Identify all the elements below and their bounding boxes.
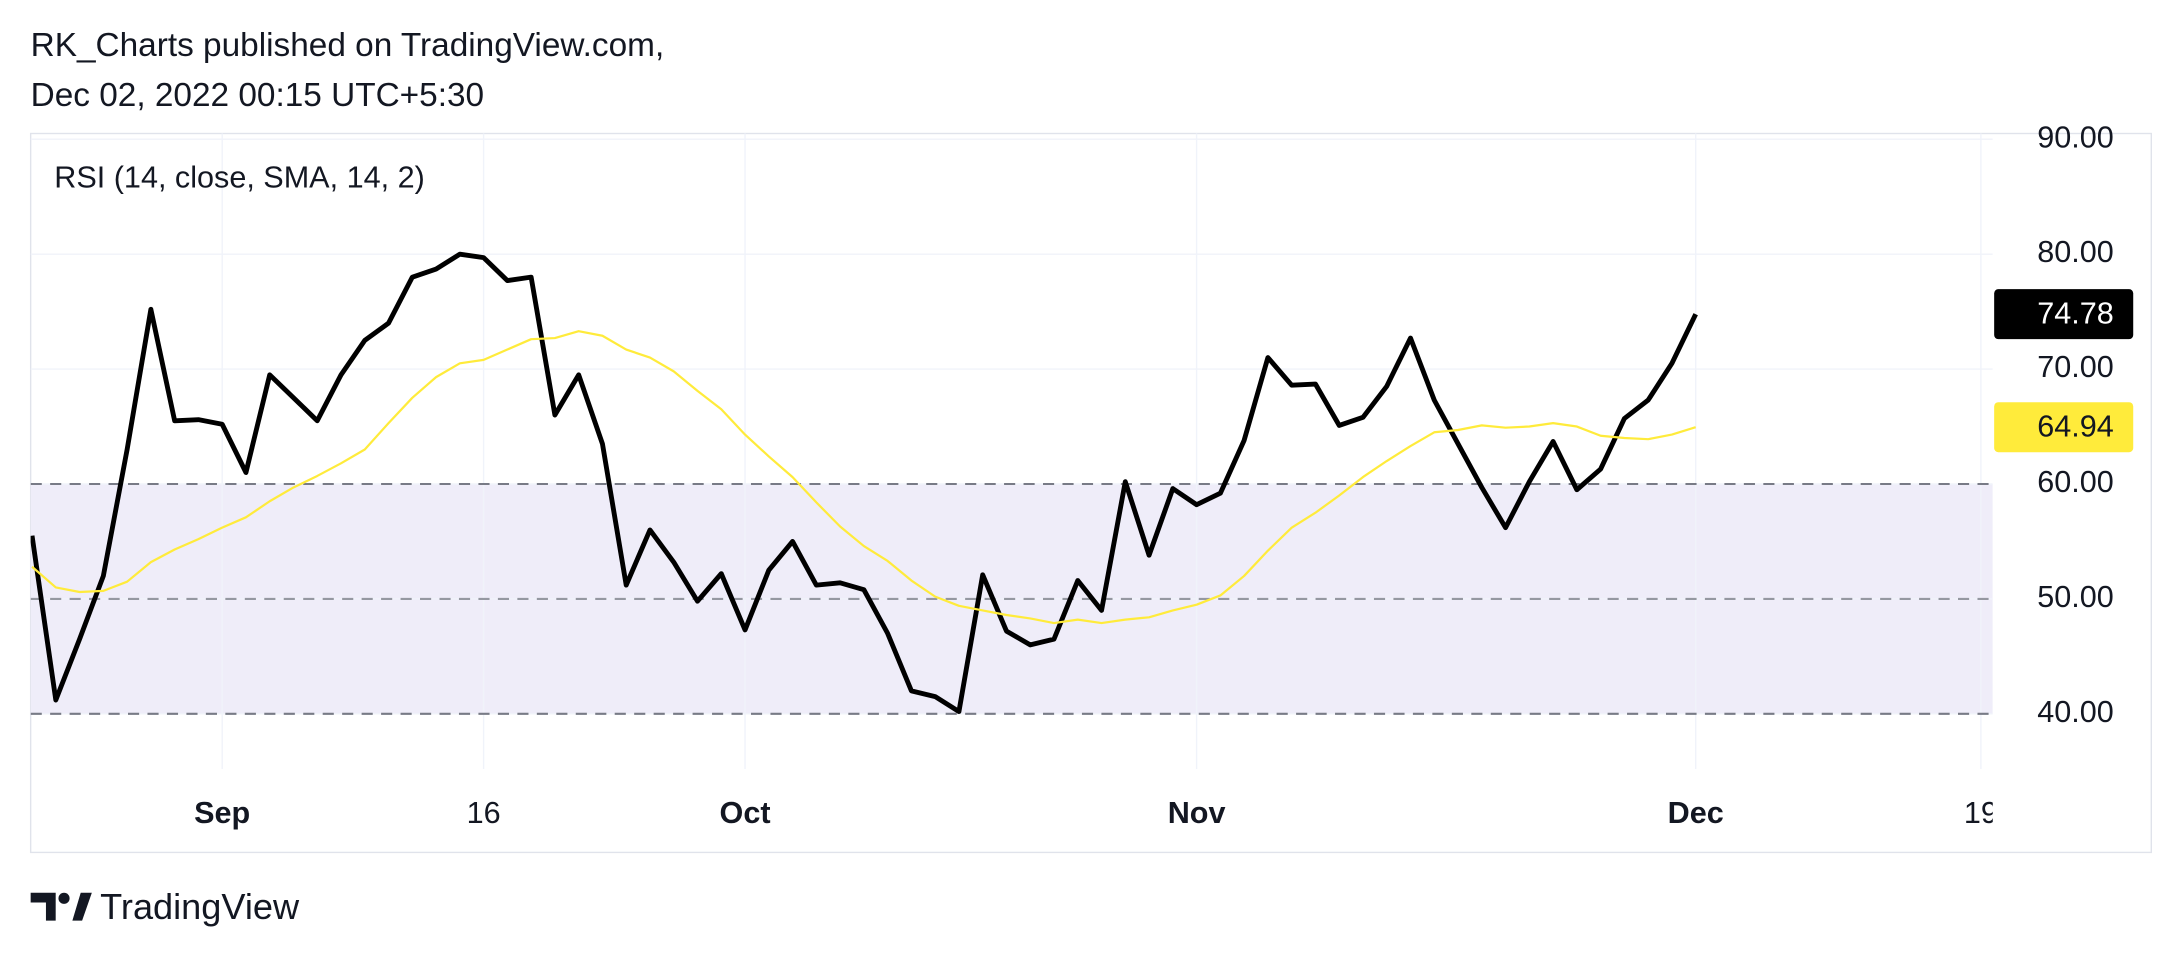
last-value-box	[1994, 402, 2134, 453]
last-value-label: 74.78	[2037, 297, 2114, 331]
y-tick-label: 90.00	[2037, 120, 2114, 154]
publish-date: Dec 02, 2022 00:15 UTC+5:30	[31, 77, 484, 114]
logo	[30, 892, 92, 921]
chart-title: RSI (14, close, SMA, 14, 2)	[54, 160, 424, 194]
last-value-label: 64.94	[2037, 410, 2114, 444]
line-rsi	[30, 251, 1698, 714]
last-value-box	[1994, 289, 2134, 340]
plot: Sep 16 Oct Nov Dec 19	[30, 133, 1998, 830]
y-tick-label: 50.00	[2037, 580, 2114, 614]
x-tick-label: Oct	[720, 796, 771, 830]
x-tick-label: Sep	[194, 796, 250, 830]
publisher: RK_Charts published on TradingView.com,	[31, 27, 665, 64]
y-tick-label: 60.00	[2037, 465, 2114, 499]
y-tick-label: 70.00	[2037, 350, 2114, 384]
y-tick-label: 40.00	[2037, 695, 2114, 729]
axes: 40.00 50.00 60.00 70.00 80.00 90.00 74.78 64.94	[1994, 120, 2134, 729]
line-sma	[31, 330, 1697, 625]
x-tick-label: Dec	[1668, 796, 1724, 830]
x-tick-label: 16	[467, 796, 501, 830]
x-tick-label: 19	[1964, 796, 1998, 830]
x-tick-label: Nov	[1168, 796, 1226, 830]
y-tick-label: 80.00	[2037, 235, 2114, 269]
brand: TradingView	[100, 886, 300, 927]
